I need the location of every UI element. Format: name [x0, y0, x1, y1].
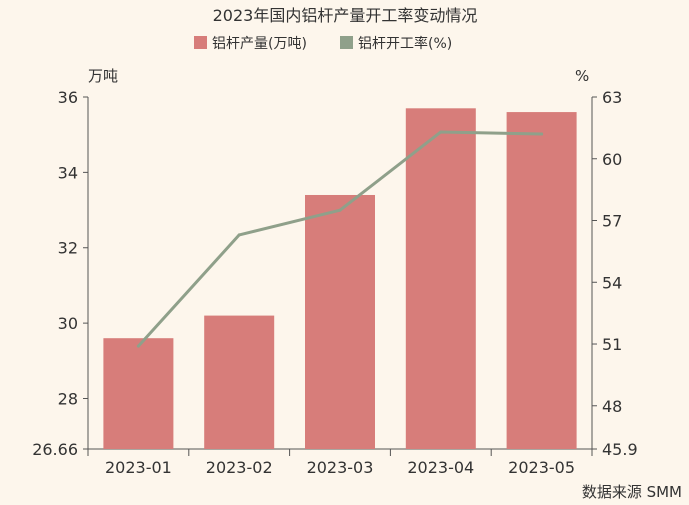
bar-2023-03 — [305, 194, 375, 449]
legend-label-production: 铝杆产量(万吨) — [212, 36, 307, 52]
right-tick-label: 51 — [602, 335, 622, 354]
right-tick-label: 45.9 — [602, 440, 638, 459]
bar-2023-04 — [405, 108, 476, 449]
bars-group — [103, 108, 577, 449]
x-tick-label: 2023-04 — [407, 458, 474, 477]
legend-swatch-utilization — [340, 36, 353, 49]
line-point-2023-02 — [237, 233, 241, 237]
x-tick-label: 2023-05 — [508, 458, 575, 477]
right-tick-label: 54 — [602, 273, 622, 292]
left-tick-label: 34 — [58, 163, 78, 182]
legend: 铝杆产量(万吨) 铝杆开工率(%) — [194, 35, 452, 52]
bar-2023-01 — [103, 338, 174, 449]
left-tick-label: 26.66 — [32, 440, 78, 459]
line-series-group — [136, 130, 544, 348]
left-tick-label: 30 — [58, 314, 78, 333]
legend-label-utilization: 铝杆开工率(%) — [358, 35, 452, 52]
left-tick-label: 28 — [58, 389, 78, 408]
x-tick-label: 2023-03 — [307, 458, 374, 477]
x-tick-label: 2023-02 — [206, 458, 273, 477]
right-tick-label: 60 — [602, 150, 622, 169]
legend-swatch-production — [194, 36, 207, 49]
line-point-2023-01 — [136, 344, 140, 348]
right-tick-label: 57 — [602, 212, 622, 231]
line-point-2023-05 — [540, 132, 544, 136]
category-labels-group: 2023-01 2023-02 2023-03 2023-04 2023-05 — [87, 449, 593, 477]
source-note: 数据来源 SMM — [582, 483, 682, 501]
x-tick-label: 2023-01 — [105, 458, 172, 477]
right-tick-label: 48 — [602, 397, 622, 416]
line-point-2023-03 — [338, 208, 342, 212]
bar-2023-05 — [506, 112, 577, 449]
left-axis-unit: 万吨 — [88, 67, 118, 85]
bar-2023-02 — [204, 315, 275, 449]
chart-title: 2023年国内铝杆产量开工率变动情况 — [213, 6, 478, 25]
right-ticks-group: 45.9 48 51 54 57 60 63 — [592, 88, 638, 459]
left-ticks-group: 26.66 28 30 32 34 36 — [32, 88, 88, 459]
right-tick-label: 63 — [602, 88, 622, 107]
right-axis-unit: % — [575, 67, 589, 85]
line-point-2023-04 — [439, 130, 443, 134]
left-tick-label: 32 — [58, 239, 78, 258]
left-tick-label: 36 — [58, 88, 78, 107]
